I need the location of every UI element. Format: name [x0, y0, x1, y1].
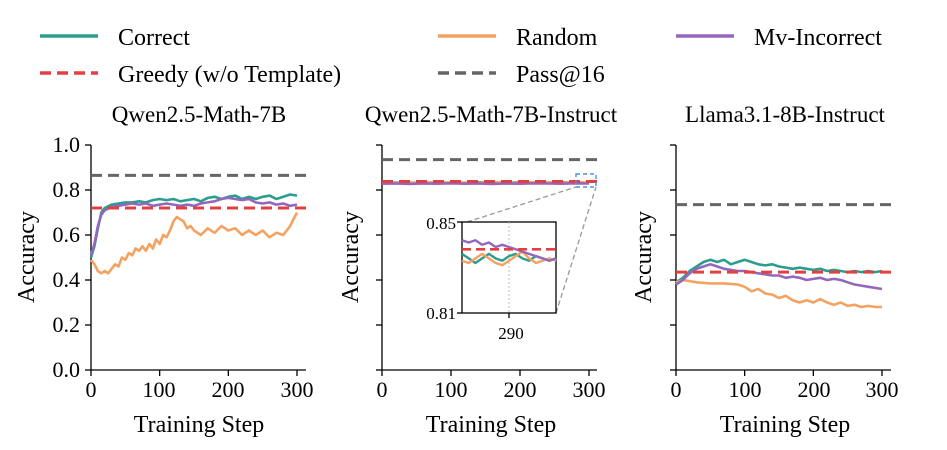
y-tick-label-4: 0.8 — [53, 177, 81, 202]
legend: Correct Random Mv-Incorrect Greedy (w/o … — [40, 25, 882, 88]
y-axis-label-panel-1: Accuracy — [14, 211, 40, 303]
y-axis-label-panel-2: Accuracy — [338, 211, 364, 303]
zoom-connector-line — [555, 186, 597, 314]
panel-2-title: Qwen2.5-Math-7B-Instruct — [365, 102, 618, 127]
panel-llama31-8b-instruct — [670, 144, 891, 376]
legend-label-greedy: Greedy (w/o Template) — [118, 62, 341, 88]
x-tick-label: 200 — [504, 377, 537, 402]
legend-label-correct: Correct — [118, 25, 190, 51]
x-tick-label: 0 — [86, 377, 97, 402]
x-tick-label: 200 — [212, 377, 245, 402]
y-tick-label-1: 0.2 — [53, 312, 81, 337]
series-line-mv-incorrect — [675, 263, 883, 291]
y-tick-label-5: 1.0 — [53, 132, 81, 157]
panel-1-title: Qwen2.5-Math-7B — [112, 102, 286, 127]
x-tick-label: 100 — [143, 377, 176, 402]
inset-series-line-random — [461, 250, 557, 267]
inset-y-tick-label-bottom: 0.81 — [426, 304, 456, 323]
y-tick-label-3: 0.6 — [53, 222, 81, 247]
inset-zoom — [457, 173, 597, 318]
x-tick-label: 300 — [573, 377, 606, 402]
series-line-random — [675, 278, 882, 309]
x-tick-labels-panel-1: 0 100 200 300 — [86, 377, 314, 402]
x-tick-label: 0 — [671, 377, 682, 402]
series-line-correct — [89, 193, 298, 258]
y-tick-label-0: 0.0 — [53, 357, 81, 382]
x-axis-label-panel-2: Training Step — [426, 412, 556, 438]
zoom-source-box — [575, 173, 597, 188]
x-tick-label: 100 — [435, 377, 468, 402]
series-line-mv-incorrect — [381, 182, 590, 186]
inset-y-tick-label-top: 0.85 — [426, 214, 456, 233]
panel-qwen25-math-7b — [85, 144, 306, 376]
inset-x-tick-label: 290 — [498, 324, 524, 343]
zoom-connector-line — [466, 186, 577, 223]
x-tick-label: 300 — [281, 377, 314, 402]
x-tick-labels-panel-2: 0 100 200 300 — [377, 377, 606, 402]
x-tick-label: 200 — [798, 377, 831, 402]
x-tick-labels-panel-3: 0 100 200 300 — [671, 377, 899, 402]
inset-series-line-mv-incorrect — [461, 239, 557, 262]
x-axis-label-panel-1: Training Step — [134, 412, 264, 438]
y-axis-label-panel-3: Accuracy — [631, 211, 657, 303]
x-tick-label: 300 — [866, 377, 899, 402]
y-tick-labels: 0.0 0.2 0.4 0.6 0.8 1.0 — [53, 132, 81, 382]
legend-label-mv-incorrect: Mv-Incorrect — [754, 25, 882, 51]
panel-3-title: Llama3.1-8B-Instruct — [685, 102, 886, 127]
legend-label-pass16: Pass@16 — [516, 62, 605, 88]
x-tick-label: 0 — [377, 377, 388, 402]
series-line-random — [89, 211, 299, 275]
legend-label-random: Random — [516, 25, 598, 51]
x-axis-label-panel-3: Training Step — [720, 412, 850, 438]
y-tick-label-2: 0.4 — [53, 267, 81, 292]
panel-qwen25-math-7b-instruct — [376, 144, 597, 376]
x-tick-label: 100 — [729, 377, 762, 402]
